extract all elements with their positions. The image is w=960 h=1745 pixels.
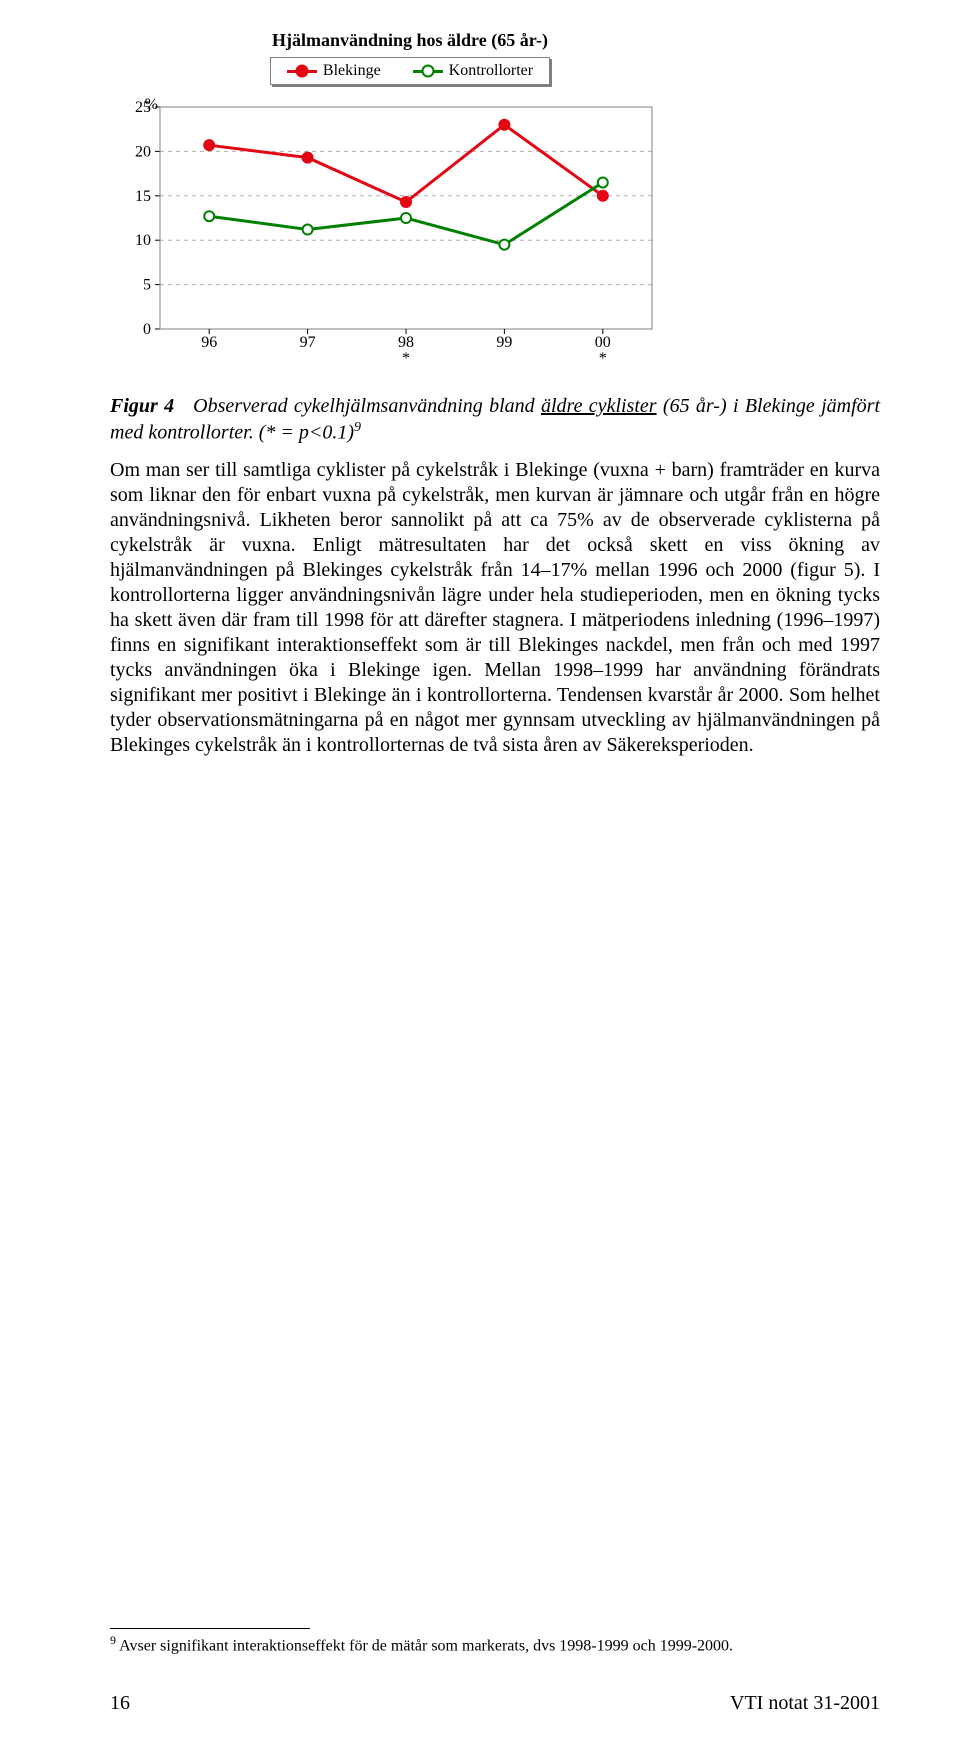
- body-paragraph: Om man ser till samtliga cyklister på cy…: [110, 458, 880, 758]
- legend-item-kontrollorter: Kontrollorter: [413, 62, 533, 80]
- document-id: VTI notat 31-2001: [730, 1692, 880, 1715]
- footnote-number: 9: [110, 1633, 116, 1647]
- svg-text:10: 10: [135, 232, 151, 249]
- chart-legend-row: Blekinge Kontrollorter: [140, 57, 680, 93]
- caption-text-1: Observerad cykelhjälmsanvändning bland: [193, 395, 535, 417]
- svg-text:98: 98: [398, 334, 414, 351]
- caption-label: Figur 4: [110, 395, 174, 417]
- svg-text:0: 0: [143, 321, 151, 338]
- caption-underline: äldre cyklister: [541, 395, 657, 417]
- footnote-text: Avser signifikant interaktionseffekt för…: [119, 1637, 733, 1654]
- svg-text:00: 00: [595, 334, 611, 351]
- svg-text:99: 99: [496, 334, 512, 351]
- svg-text:*: *: [402, 350, 410, 367]
- legend-label: Kontrollorter: [449, 62, 533, 80]
- svg-text:%: %: [145, 96, 158, 113]
- svg-text:*: *: [599, 350, 607, 367]
- legend-label: Blekinge: [323, 62, 381, 80]
- figure-caption: Figur 4 Observerad cykelhjälmsanvändning…: [110, 394, 880, 446]
- footnote: 9 Avser signifikant interaktionseffekt f…: [110, 1633, 880, 1655]
- svg-text:15: 15: [135, 188, 151, 205]
- chart-container: Hjälmanvändning hos äldre (65 år-) Bleki…: [110, 30, 880, 378]
- page-number: 16: [110, 1692, 130, 1715]
- svg-text:20: 20: [135, 143, 151, 160]
- legend-item-blekinge: Blekinge: [287, 62, 381, 80]
- page-footer: 16 VTI notat 31-2001: [110, 1692, 880, 1715]
- footnote-block: 9 Avser signifikant interaktionseffekt f…: [110, 1628, 880, 1655]
- svg-text:5: 5: [143, 277, 151, 294]
- svg-text:96: 96: [201, 334, 217, 351]
- svg-text:97: 97: [300, 334, 316, 351]
- chart-title: Hjälmanvändning hos äldre (65 år-): [140, 30, 680, 51]
- line-chart: 0510152025969798*9900*%: [110, 93, 670, 373]
- caption-sup: 9: [354, 420, 361, 435]
- document-page: Hjälmanvändning hos äldre (65 år-) Bleki…: [0, 0, 960, 1745]
- footnote-separator: [110, 1628, 310, 1629]
- chart-legend-box: Blekinge Kontrollorter: [270, 57, 550, 85]
